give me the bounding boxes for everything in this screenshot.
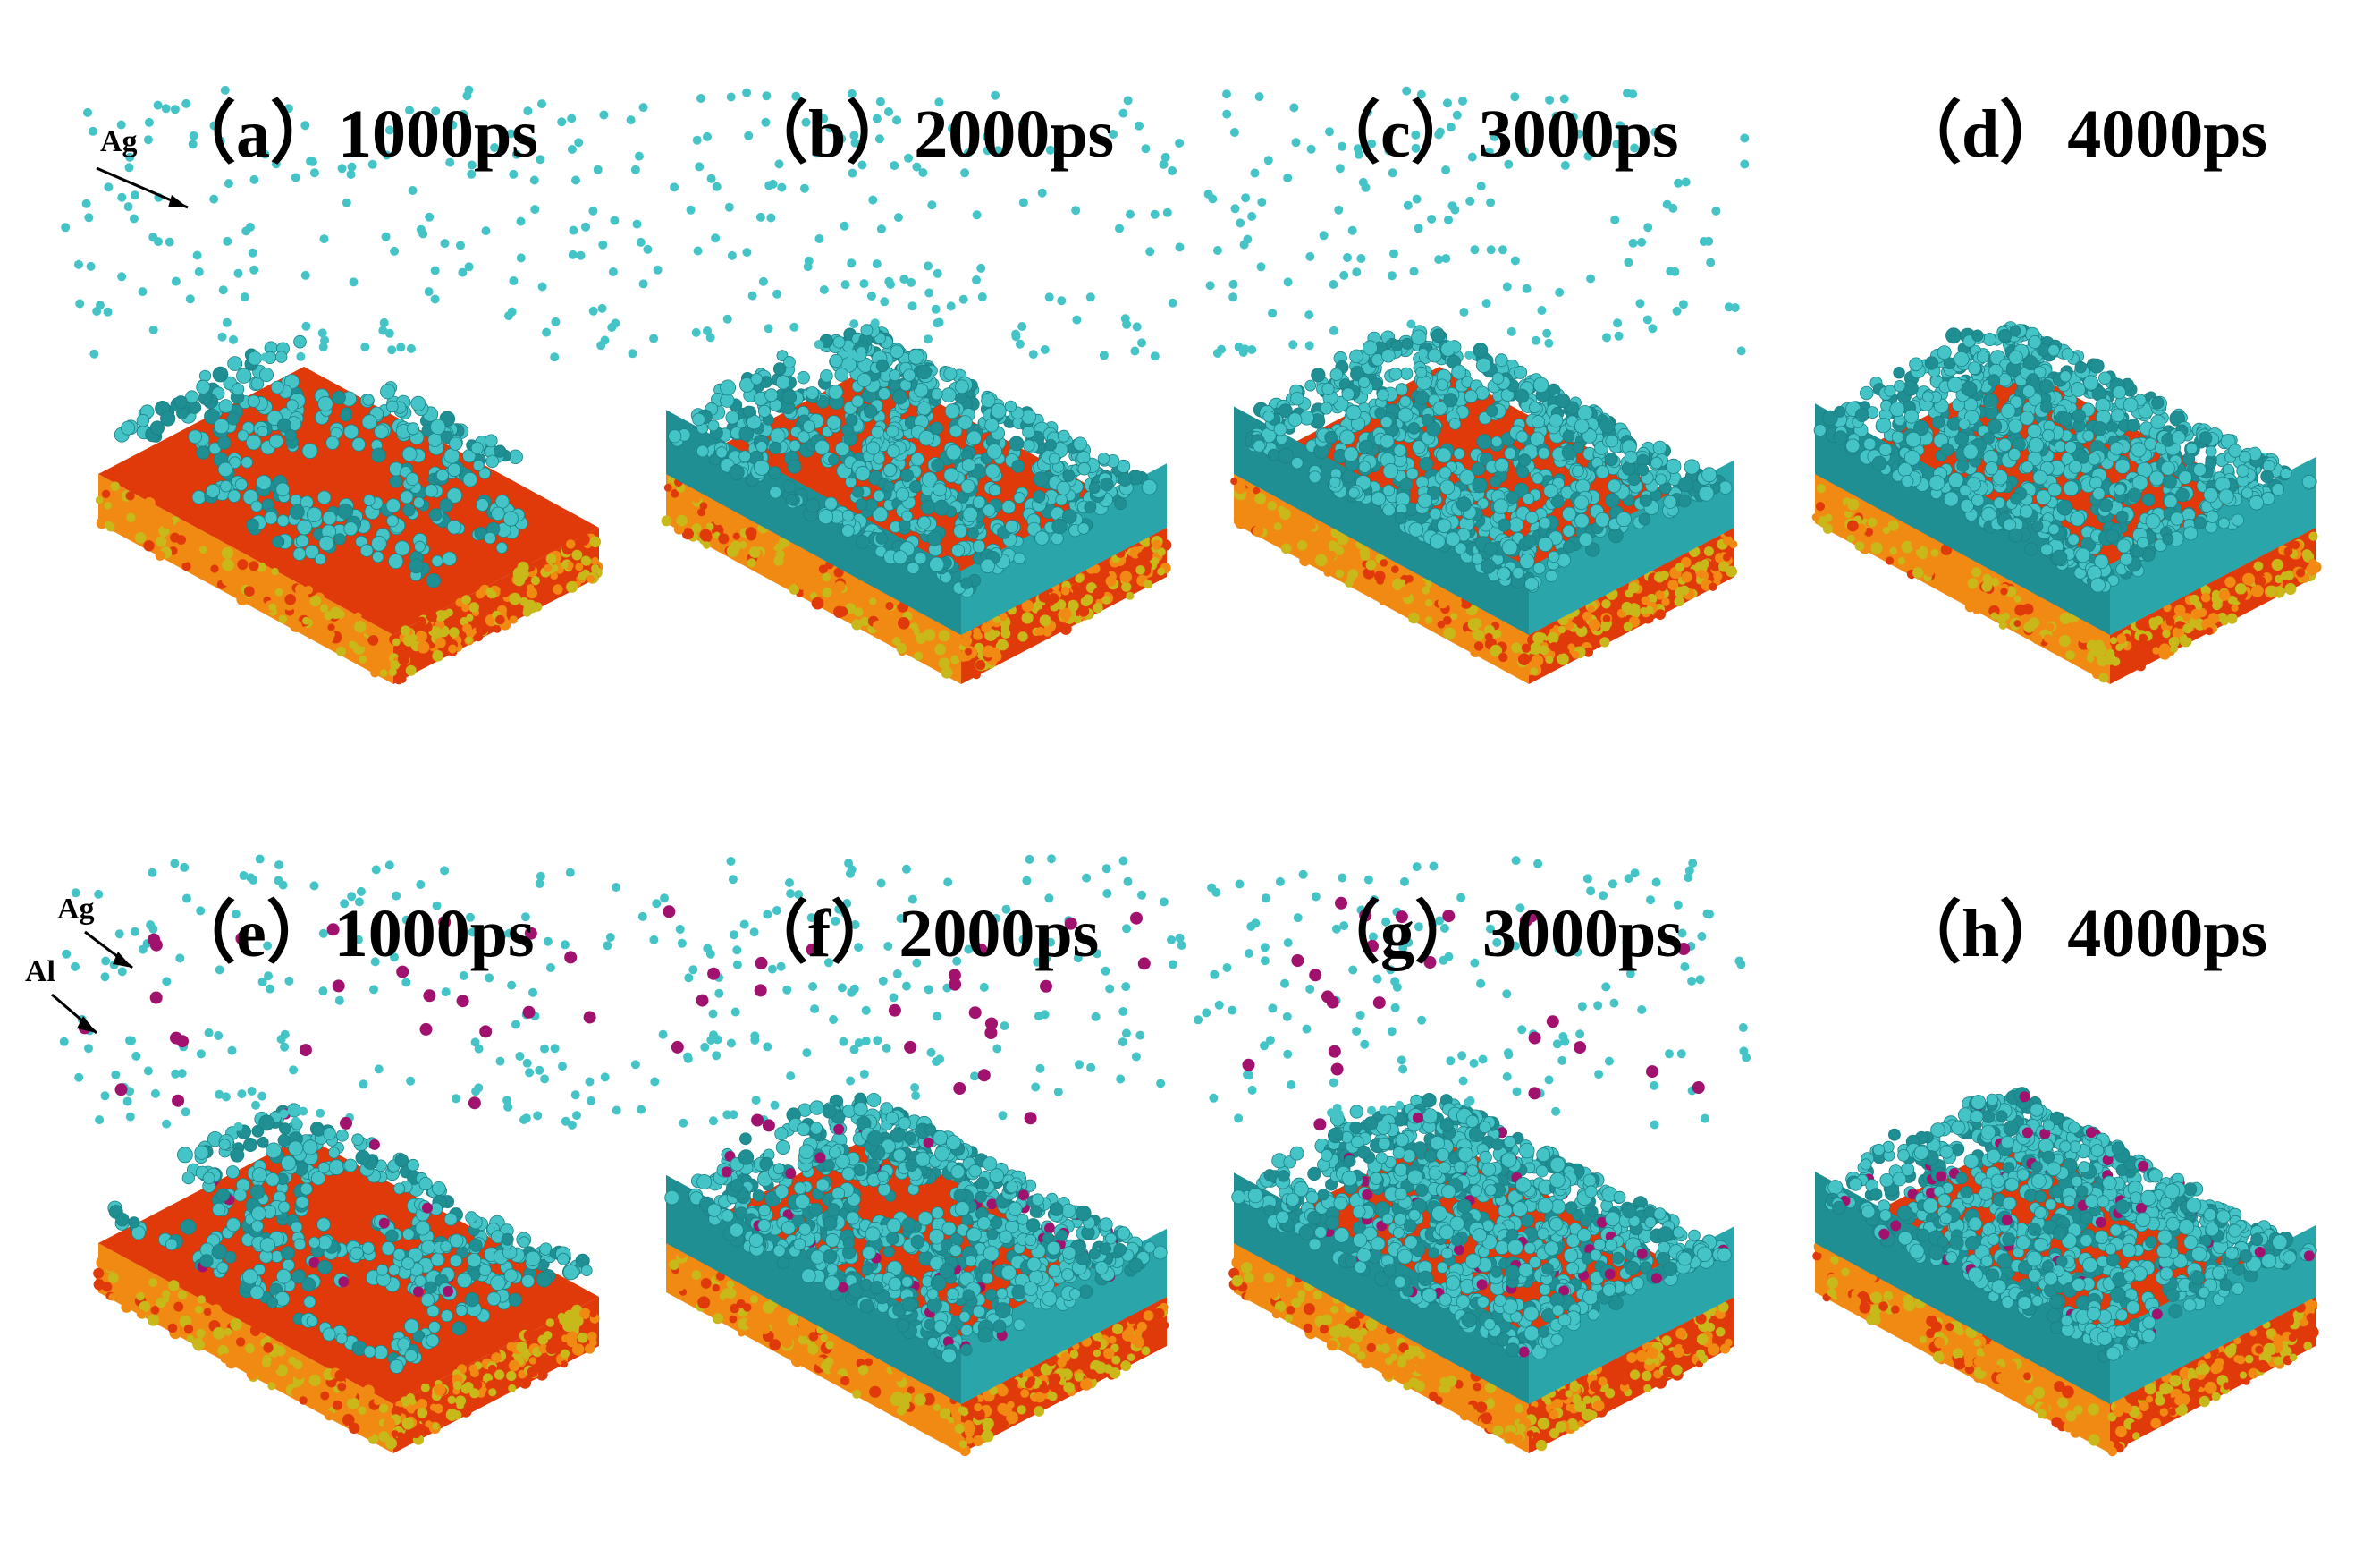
label-arrows xyxy=(51,166,189,1035)
simulation-slab-c xyxy=(1203,86,1750,684)
panel-c-label: （c） xyxy=(1312,97,1479,172)
panel-g-time: 3000ps xyxy=(1482,896,1683,971)
simulation-slab-g xyxy=(1194,856,1751,1453)
panel-f-time: 2000ps xyxy=(899,896,1100,971)
al-label-bottom: Al xyxy=(25,955,55,988)
panel-a-label: （a） xyxy=(168,97,338,172)
simulation-slab-b xyxy=(626,88,1185,684)
panel-d-time: 4000ps xyxy=(2067,97,2268,172)
panel-title-h: （h）4000ps xyxy=(1860,832,2267,968)
simulation-slab-e xyxy=(59,854,621,1453)
panel-a-time: 1000ps xyxy=(338,97,538,172)
panel-f-label: （f） xyxy=(740,896,899,971)
panel-b-time: 2000ps xyxy=(914,97,1115,172)
panel-title-b: （b）2000ps xyxy=(706,32,1114,168)
panel-title-a: （a）1000ps xyxy=(134,32,538,168)
panel-e-label: （e） xyxy=(168,896,334,971)
panel-title-d: （d）4000ps xyxy=(1860,32,2267,168)
panel-g-label: （g） xyxy=(1312,896,1482,971)
ag-label-bottom: Ag xyxy=(57,893,95,926)
panel-b-label: （b） xyxy=(740,97,915,172)
simulation-slab-h xyxy=(1812,1087,2319,1457)
panel-h-time: 4000ps xyxy=(2067,896,2268,971)
simulation-slab-a xyxy=(61,85,620,685)
panel-title-g: （g）3000ps xyxy=(1279,832,1683,968)
panel-title-e: （e）1000ps xyxy=(134,832,535,968)
ag-label-top: Ag xyxy=(100,125,138,158)
panel-title-f: （f）2000ps xyxy=(706,832,1099,968)
panel-title-c: （c）3000ps xyxy=(1279,32,1679,168)
panel-h-label: （h） xyxy=(1894,896,2068,971)
panel-d-label: （d） xyxy=(1894,97,2068,172)
simulation-slab-d xyxy=(1811,321,2322,684)
panel-c-time: 3000ps xyxy=(1478,97,1679,172)
panel-e-time: 1000ps xyxy=(333,896,535,971)
slab-layer xyxy=(59,85,2322,1457)
simulation-slab-f xyxy=(630,854,1186,1457)
